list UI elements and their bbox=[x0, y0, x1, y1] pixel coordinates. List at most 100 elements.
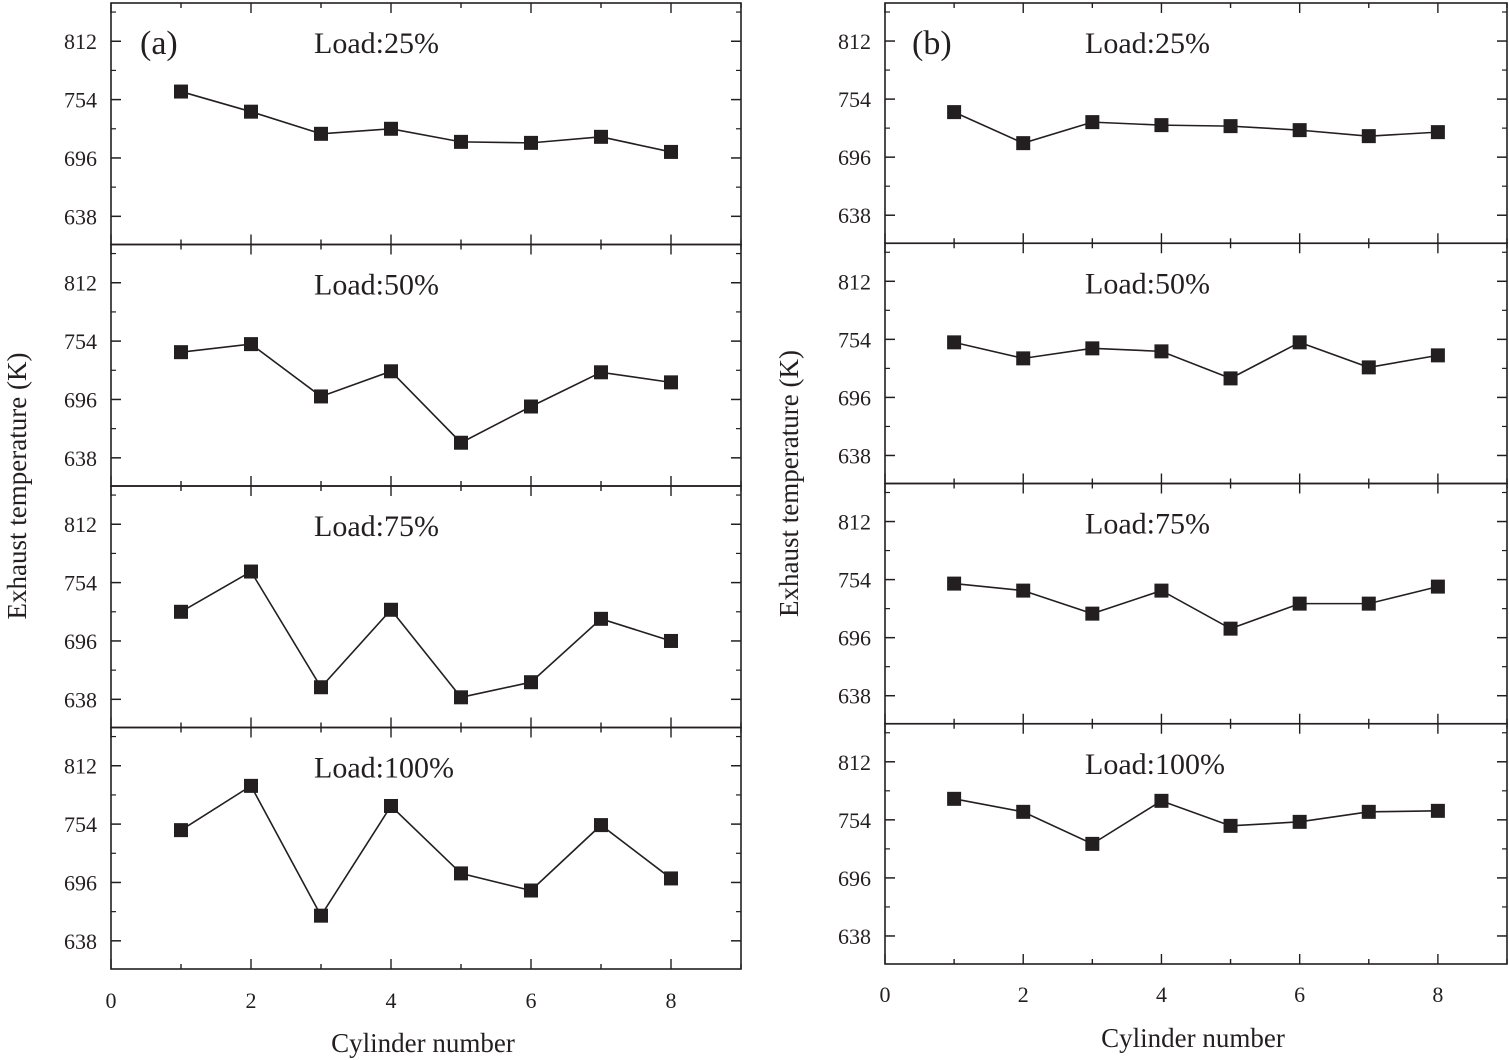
data-point bbox=[594, 818, 608, 833]
subplot-frame bbox=[884, 722, 1508, 965]
data-point bbox=[314, 389, 328, 404]
load-label: Load:100% bbox=[1085, 748, 1225, 781]
x-axis-title: Cylinder number bbox=[1101, 1023, 1285, 1053]
chart-panel-b: 638 696 754 812 Load:25% 638 696 754 812 Load:50%… bbox=[774, 2, 1508, 1053]
subplot-3: 638 696 754 812 Load:75% bbox=[64, 485, 742, 729]
data-point bbox=[1361, 360, 1376, 375]
data-point bbox=[174, 604, 188, 619]
data-point bbox=[174, 345, 188, 360]
load-label: Load:100% bbox=[314, 752, 454, 785]
x-tick-label: 0 bbox=[880, 982, 891, 1007]
data-point bbox=[1430, 125, 1445, 140]
data-point bbox=[314, 126, 328, 141]
data-point bbox=[664, 633, 678, 648]
y-tick-label: 638 bbox=[838, 924, 871, 949]
series-line bbox=[180, 343, 672, 444]
data-point bbox=[1223, 818, 1238, 833]
data-point bbox=[1430, 579, 1445, 594]
data-point bbox=[454, 134, 468, 149]
subplot-4: 638 696 754 812 Load:100% bbox=[64, 726, 742, 970]
data-point bbox=[594, 365, 608, 380]
data-point bbox=[454, 866, 468, 881]
x-axis-title: Cylinder number bbox=[331, 1028, 515, 1058]
load-label: Load:25% bbox=[1085, 27, 1210, 60]
subplot-1: 638 696 754 812 Load:25% bbox=[64, 2, 742, 246]
subplot-frame bbox=[110, 726, 742, 970]
y-tick-label: 696 bbox=[838, 145, 871, 170]
data-point bbox=[1430, 348, 1445, 363]
series-line bbox=[180, 570, 672, 699]
data-point bbox=[244, 104, 258, 119]
y-tick-label: 696 bbox=[64, 387, 97, 412]
x-tick-label: 8 bbox=[1432, 982, 1443, 1007]
panel-label: (a) bbox=[140, 25, 178, 62]
data-point bbox=[1430, 803, 1445, 818]
load-label: Load:25% bbox=[314, 27, 439, 60]
series-line bbox=[180, 784, 672, 918]
y-axis-title: Exhaust temperature (K) bbox=[2, 353, 32, 620]
y-tick-label: 696 bbox=[838, 626, 871, 651]
data-point bbox=[1016, 351, 1031, 366]
data-point bbox=[524, 675, 538, 690]
y-tick-label: 812 bbox=[64, 512, 97, 537]
data-point bbox=[384, 364, 398, 379]
data-point bbox=[1292, 814, 1307, 829]
data-point bbox=[1292, 596, 1307, 611]
subplot-1: 638 696 754 812 Load:25% bbox=[838, 2, 1508, 245]
data-point bbox=[524, 135, 538, 150]
data-point bbox=[594, 611, 608, 626]
y-tick-label: 638 bbox=[838, 443, 871, 468]
data-point bbox=[1085, 836, 1100, 851]
data-point bbox=[314, 908, 328, 923]
data-point bbox=[1016, 804, 1031, 819]
load-label: Load:50% bbox=[1085, 267, 1210, 300]
data-point bbox=[314, 680, 328, 695]
x-tick-label: 4 bbox=[1156, 982, 1167, 1007]
y-tick-label: 754 bbox=[838, 568, 871, 593]
data-point bbox=[664, 144, 678, 159]
data-point bbox=[454, 435, 468, 450]
data-point bbox=[947, 791, 962, 806]
load-label: Load:75% bbox=[1085, 508, 1210, 541]
y-tick-label: 638 bbox=[838, 684, 871, 709]
series-line bbox=[953, 111, 1438, 144]
x-tick-label: 6 bbox=[1294, 982, 1305, 1007]
x-tick-label: 2 bbox=[1018, 982, 1029, 1007]
x-tick-label: 8 bbox=[666, 988, 677, 1013]
y-tick-label: 696 bbox=[838, 866, 871, 891]
x-tick-label: 6 bbox=[526, 988, 537, 1013]
data-point bbox=[1085, 115, 1100, 130]
data-point bbox=[947, 335, 962, 350]
y-tick-label: 638 bbox=[838, 203, 871, 228]
data-point bbox=[244, 778, 258, 793]
y-tick-label: 696 bbox=[64, 870, 97, 895]
y-tick-label: 696 bbox=[64, 629, 97, 654]
series-line bbox=[953, 798, 1438, 845]
subplot-2: 638 696 754 812 Load:50% bbox=[64, 243, 742, 487]
data-point bbox=[1016, 583, 1031, 598]
data-point bbox=[1223, 621, 1238, 636]
y-tick-label: 812 bbox=[64, 754, 97, 779]
data-point bbox=[1361, 129, 1376, 144]
data-point bbox=[664, 871, 678, 886]
data-point bbox=[454, 690, 468, 705]
y-tick-label: 638 bbox=[64, 687, 97, 712]
data-point bbox=[384, 121, 398, 136]
y-tick-label: 754 bbox=[838, 87, 871, 112]
data-point bbox=[174, 823, 188, 838]
series-line bbox=[954, 582, 1439, 630]
y-tick-label: 638 bbox=[64, 446, 97, 471]
data-point bbox=[384, 602, 398, 617]
y-tick-label: 812 bbox=[64, 29, 97, 54]
data-point bbox=[1154, 793, 1169, 808]
y-tick-label: 696 bbox=[838, 385, 871, 410]
y-tick-label: 638 bbox=[64, 929, 97, 954]
data-point bbox=[947, 576, 962, 591]
data-point bbox=[174, 84, 188, 99]
y-tick-label: 812 bbox=[838, 750, 871, 775]
data-point bbox=[594, 129, 608, 144]
x-tick-label: 0 bbox=[106, 988, 117, 1013]
chart-panel-a: 638 696 754 812 Load:25% 638 696 754 812 Load:50%… bbox=[2, 2, 742, 1058]
series-line bbox=[180, 90, 672, 153]
subplot-2: 638 696 754 812 Load:50% bbox=[838, 242, 1508, 485]
